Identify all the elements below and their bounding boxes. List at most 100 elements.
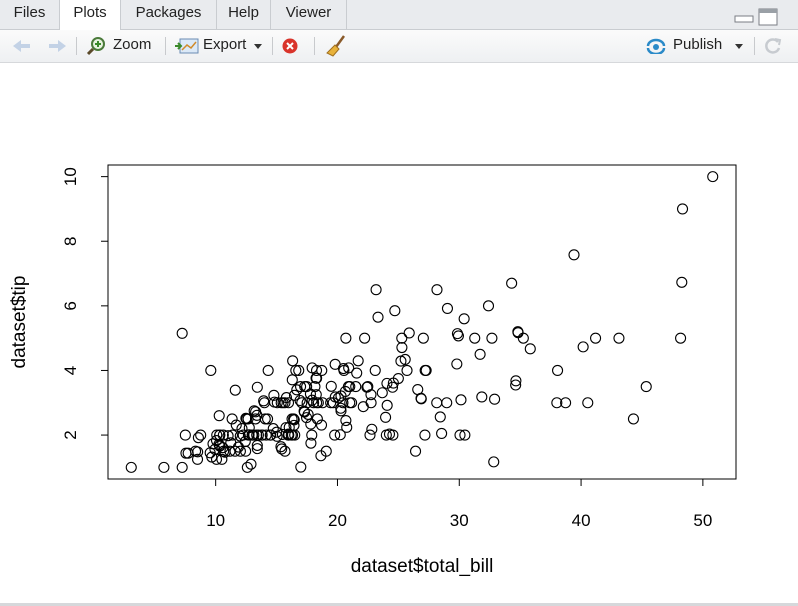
toolbar: Zoom Export Publish bbox=[0, 30, 798, 63]
point bbox=[395, 355, 407, 367]
plot-frame bbox=[107, 164, 737, 480]
x-tick-label: 50 bbox=[693, 511, 712, 530]
point bbox=[412, 383, 424, 396]
point bbox=[441, 397, 453, 409]
point bbox=[676, 203, 689, 215]
point bbox=[246, 429, 258, 441]
point bbox=[403, 327, 415, 339]
point bbox=[283, 429, 295, 441]
point bbox=[288, 389, 301, 401]
point bbox=[431, 284, 443, 296]
nav-arrows[interactable] bbox=[10, 37, 70, 55]
point bbox=[317, 397, 329, 409]
point bbox=[510, 379, 522, 391]
point bbox=[357, 401, 369, 413]
point bbox=[243, 429, 255, 441]
y-tick-label: 8 bbox=[61, 237, 80, 246]
y-axis-label: dataset$tip bbox=[9, 276, 30, 369]
point bbox=[372, 311, 384, 323]
point bbox=[226, 413, 238, 425]
y-tick-label: 10 bbox=[61, 167, 80, 186]
zoom-icon bbox=[86, 37, 105, 56]
point bbox=[707, 171, 719, 183]
point bbox=[251, 443, 263, 455]
point bbox=[469, 332, 481, 344]
pane-controls[interactable] bbox=[733, 7, 781, 27]
point bbox=[458, 313, 470, 325]
point bbox=[359, 332, 371, 344]
point bbox=[285, 429, 297, 441]
point bbox=[309, 381, 321, 393]
point bbox=[216, 453, 228, 465]
point bbox=[214, 429, 226, 441]
point bbox=[325, 380, 337, 392]
point bbox=[192, 432, 204, 444]
point bbox=[217, 429, 229, 441]
point bbox=[191, 453, 204, 465]
point bbox=[512, 327, 524, 339]
point bbox=[582, 397, 594, 409]
point bbox=[476, 391, 488, 403]
point bbox=[340, 414, 352, 427]
point bbox=[180, 447, 192, 459]
x-tick-label: 40 bbox=[572, 511, 591, 530]
x-tick-label: 30 bbox=[450, 511, 469, 530]
point bbox=[552, 364, 564, 377]
publish-button[interactable]: Publish bbox=[673, 36, 723, 53]
point bbox=[417, 332, 429, 344]
point bbox=[226, 429, 239, 441]
point bbox=[366, 423, 378, 435]
point bbox=[454, 429, 466, 441]
point bbox=[279, 445, 291, 457]
refresh-icon[interactable] bbox=[763, 36, 783, 56]
point bbox=[334, 429, 346, 441]
point bbox=[295, 381, 307, 393]
point bbox=[282, 397, 295, 409]
point bbox=[364, 429, 376, 441]
point bbox=[315, 450, 327, 462]
point bbox=[441, 302, 454, 314]
point bbox=[640, 381, 652, 393]
point bbox=[381, 377, 393, 389]
tab[interactable]: Help bbox=[217, 0, 271, 29]
point bbox=[568, 249, 580, 261]
point bbox=[419, 429, 431, 441]
remove-plot-icon[interactable] bbox=[281, 37, 299, 55]
point bbox=[249, 413, 262, 425]
x-axis-label: dataset$total_bill bbox=[351, 556, 494, 577]
point bbox=[230, 419, 242, 431]
point bbox=[370, 284, 382, 296]
zoom-button[interactable]: Zoom bbox=[113, 36, 152, 53]
point bbox=[251, 381, 263, 393]
point bbox=[380, 411, 392, 423]
point bbox=[213, 410, 225, 422]
tab[interactable]: Files bbox=[0, 0, 60, 29]
point bbox=[210, 453, 223, 465]
point bbox=[310, 364, 323, 377]
point bbox=[295, 461, 307, 473]
point bbox=[338, 364, 350, 377]
point bbox=[260, 429, 272, 441]
point bbox=[182, 447, 194, 459]
export-button[interactable]: Export bbox=[203, 36, 247, 53]
dropdown-arrow bbox=[254, 44, 262, 49]
point bbox=[236, 423, 248, 435]
pane-border bbox=[0, 603, 798, 606]
tab[interactable]: Viewer bbox=[271, 0, 347, 29]
tab[interactable]: Packages bbox=[121, 0, 217, 29]
point bbox=[325, 397, 337, 409]
point bbox=[291, 384, 303, 396]
point bbox=[245, 458, 257, 470]
point bbox=[386, 381, 399, 393]
point bbox=[577, 341, 589, 353]
point bbox=[451, 328, 463, 340]
point bbox=[676, 276, 688, 288]
tab[interactable]: Plots bbox=[60, 0, 121, 30]
clear-plots-icon[interactable] bbox=[325, 34, 347, 58]
point bbox=[434, 411, 446, 423]
point bbox=[316, 364, 328, 377]
point bbox=[211, 429, 223, 441]
point bbox=[369, 364, 381, 377]
point bbox=[219, 446, 231, 458]
